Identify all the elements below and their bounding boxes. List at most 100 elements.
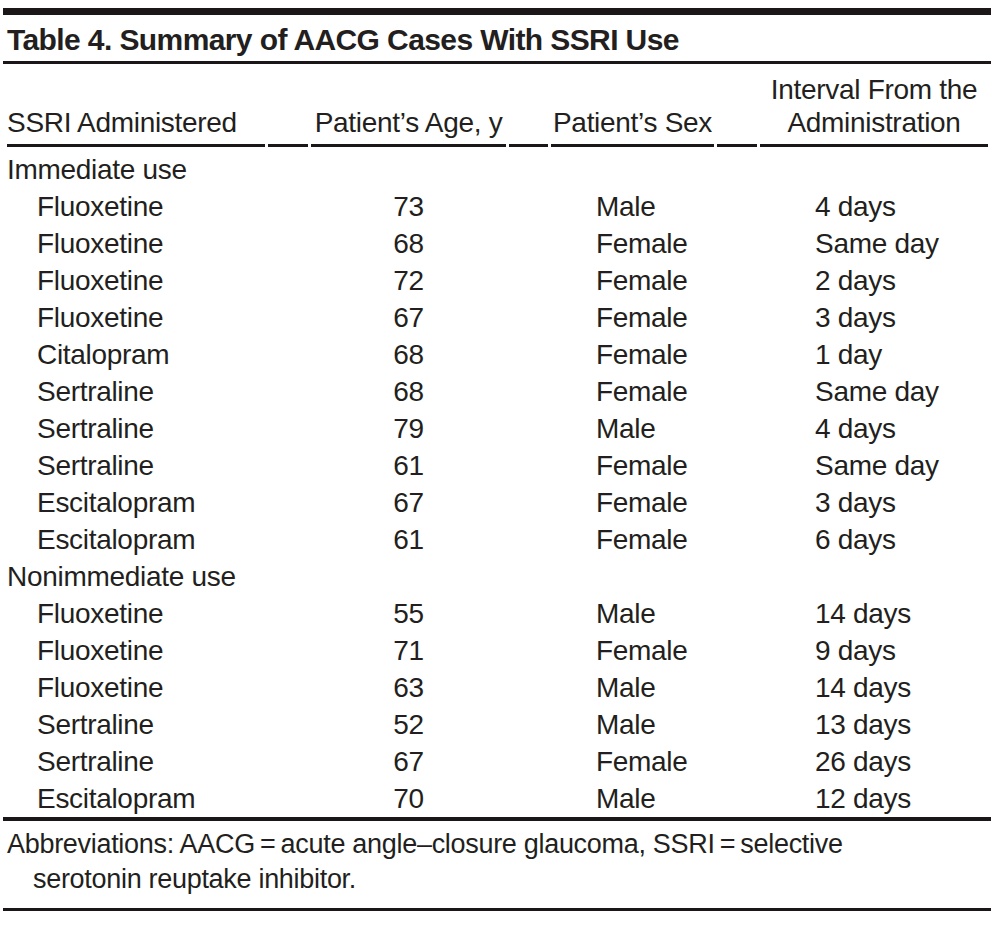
cell-patient-sex: Male: [551, 669, 714, 706]
cell-spacer: [509, 225, 548, 262]
column-header-ssri-administered: SSRI Administered: [7, 64, 265, 147]
cell-spacer: [509, 188, 548, 225]
cell-interval: 2 days: [760, 262, 988, 299]
cell-spacer: [268, 336, 308, 373]
table-row: Fluoxetine 71 Female 9 days: [7, 632, 988, 669]
cell-spacer: [717, 299, 757, 336]
cell-ssri-drug: Sertraline: [7, 410, 265, 447]
cell-spacer: [509, 484, 548, 521]
cell-interval: 1 day: [760, 336, 988, 373]
cell-spacer: [717, 706, 757, 743]
cell-patient-sex: Female: [551, 484, 714, 521]
cell-spacer: [717, 447, 757, 484]
section-header-row: Immediate use: [7, 147, 988, 188]
cell-spacer: [717, 410, 757, 447]
table-row: Fluoxetine73Male4 days: [7, 188, 988, 225]
cell-ssri-drug: Fluoxetine: [7, 262, 265, 299]
cell-patient-sex: Female: [551, 743, 714, 780]
cell-patient-age: 70: [311, 780, 506, 817]
table-title: Table 4. Summary of AACG Cases With SSRI…: [0, 15, 994, 61]
cell-spacer: [268, 706, 308, 743]
cell-spacer: [268, 484, 308, 521]
section-header-row: Nonimmediate use: [7, 558, 988, 595]
cell-patient-sex: Female: [551, 373, 714, 410]
table-row: Sertraline 68 Female Same day: [7, 373, 988, 410]
cell-patient-age: 67: [311, 484, 506, 521]
table-row: Fluoxetine67Female3 days: [7, 299, 988, 336]
cell-spacer: [717, 373, 757, 410]
header-row: SSRI Administered Patient’s Age, y Patie…: [7, 64, 988, 147]
cell-ssri-drug: Sertraline: [7, 743, 265, 780]
cell-interval: 9 days: [760, 632, 988, 669]
cell-spacer: [268, 410, 308, 447]
table-row: Sertraline61FemaleSame day: [7, 447, 988, 484]
footnote-line: serotonin reuptake inhibitor.: [7, 862, 994, 897]
cell-spacer: [717, 484, 757, 521]
cell-patient-sex: Female: [551, 225, 714, 262]
cell-patient-sex: Female: [551, 336, 714, 373]
table-row: Fluoxetine68FemaleSame day: [7, 225, 988, 262]
cell-spacer: [717, 188, 757, 225]
footnote-line: Abbreviations: AACG = acute angle–closur…: [7, 827, 994, 862]
cell-patient-age: 71: [311, 632, 506, 669]
cell-spacer: [509, 410, 548, 447]
cell-spacer: [509, 743, 548, 780]
table-row: Escitalopram70Male12 days: [7, 780, 988, 817]
cell-spacer: [509, 706, 548, 743]
cell-patient-age: 68: [311, 336, 506, 373]
cell-patient-sex: Male: [551, 188, 714, 225]
cell-spacer: [509, 336, 548, 373]
cell-interval: 3 days: [760, 484, 988, 521]
cell-spacer: [509, 780, 548, 817]
table-row: Fluoxetine55Male14 days: [7, 595, 988, 632]
cell-spacer: [509, 632, 548, 669]
cell-patient-age: 67: [311, 743, 506, 780]
cell-patient-age: 79: [311, 410, 506, 447]
cell-ssri-drug: Sertraline: [7, 373, 265, 410]
cell-spacer: [717, 743, 757, 780]
cell-ssri-drug: Fluoxetine: [7, 632, 265, 669]
section-header-label: Immediate use: [7, 147, 988, 188]
cell-patient-age: 63: [311, 669, 506, 706]
cell-spacer: [509, 447, 548, 484]
cell-ssri-drug: Fluoxetine: [7, 299, 265, 336]
journal-table-figure: Table 4. Summary of AACG Cases With SSRI…: [0, 8, 994, 911]
cell-ssri-drug: Fluoxetine: [7, 188, 265, 225]
cell-spacer: [717, 262, 757, 299]
cell-patient-sex: Male: [551, 410, 714, 447]
cell-spacer: [268, 595, 308, 632]
table-row: Sertraline52Male13 days: [7, 706, 988, 743]
cell-ssri-drug: Escitalopram: [7, 780, 265, 817]
cell-spacer: [268, 262, 308, 299]
cell-ssri-drug: Sertraline: [7, 706, 265, 743]
cell-patient-age: 55: [311, 595, 506, 632]
cell-interval: Same day: [760, 225, 988, 262]
cell-spacer: [717, 780, 757, 817]
cell-spacer: [509, 262, 548, 299]
cell-spacer: [509, 521, 548, 558]
cell-patient-sex: Male: [551, 595, 714, 632]
cell-interval: 13 days: [760, 706, 988, 743]
cell-spacer: [509, 595, 548, 632]
cell-patient-age: 68: [311, 225, 506, 262]
column-header-patient-age: Patient’s Age, y: [311, 64, 506, 147]
table-footnote: Abbreviations: AACG = acute angle–closur…: [0, 821, 994, 908]
cell-patient-age: 68: [311, 373, 506, 410]
cell-spacer: [268, 521, 308, 558]
cell-spacer: [509, 669, 548, 706]
cell-spacer: [268, 743, 308, 780]
cell-patient-age: 72: [311, 262, 506, 299]
cell-interval: 3 days: [760, 299, 988, 336]
cell-patient-sex: Female: [551, 632, 714, 669]
cell-patient-sex: Female: [551, 521, 714, 558]
cell-interval: Same day: [760, 447, 988, 484]
column-header-patient-sex: Patient’s Sex: [551, 64, 714, 147]
cell-ssri-drug: Escitalopram: [7, 521, 265, 558]
cell-interval: Same day: [760, 373, 988, 410]
table-row: Fluoxetine72Female2 days: [7, 262, 988, 299]
cell-spacer: [509, 299, 548, 336]
cell-spacer: [717, 632, 757, 669]
cell-patient-age: 52: [311, 706, 506, 743]
cell-interval: 4 days: [760, 188, 988, 225]
cell-spacer: [509, 373, 548, 410]
